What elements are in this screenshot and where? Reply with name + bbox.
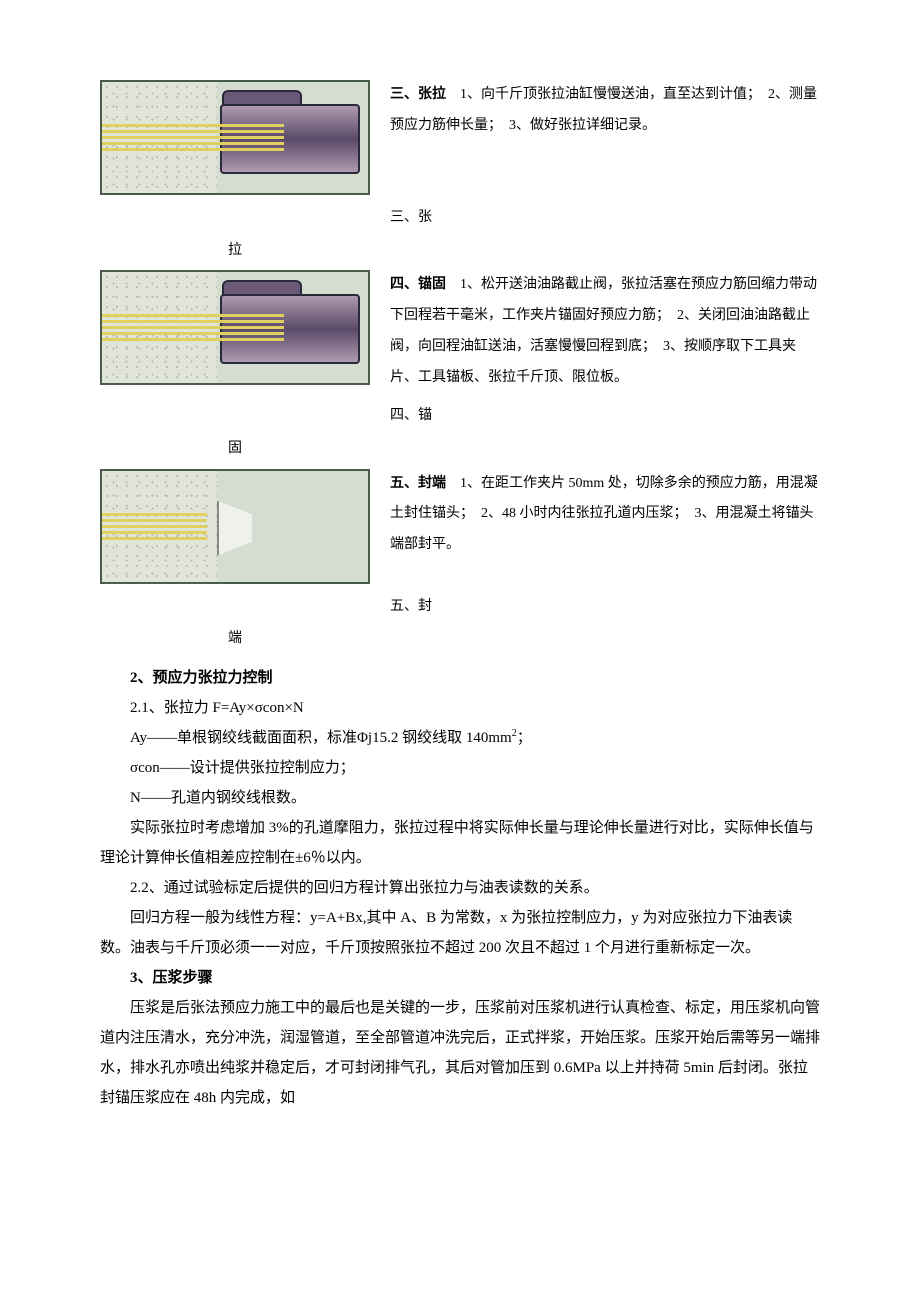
- caption-suffix: 端: [100, 626, 370, 653]
- desc-title: 四、锚固: [390, 277, 446, 292]
- figure-row-anchor: 四、锚固 1、松开送油油路截止阀，张拉活塞在预应力筋回缩力带动下回程若干毫米，工…: [100, 270, 820, 393]
- figure-row-seal: 五、封端 1、在距工作夹片 50mm 处，切除多余的预应力筋，用混凝土封住锚头；…: [100, 469, 820, 584]
- caption-row-anchor: 四、锚: [100, 403, 820, 430]
- para-calibration: 2.2、通过试验标定后提供的回归方程计算出张拉力与油表读数的关系。: [100, 873, 820, 903]
- desc-body: 1、向千斤顶张拉油缸慢慢送油，直至达到计值； 2、测量预应力筋伸长量； 3、做好…: [390, 87, 817, 133]
- heading-grouting: 3、压浆步骤: [100, 963, 820, 993]
- caption-prefix: 五、封: [390, 594, 820, 621]
- para-friction: 实际张拉时考虑增加 3%的孔道摩阻力，张拉过程中将实际伸长量与理论伸长量进行对比…: [100, 813, 820, 873]
- diagram-seal: [100, 469, 370, 584]
- desc-body: 1、松开送油油路截止阀，张拉活塞在预应力筋回缩力带动下回程若干毫米，工作夹片锚固…: [390, 277, 817, 384]
- caption-prefix: 四、锚: [390, 403, 820, 430]
- diagram-anchor: [100, 270, 370, 385]
- def-ay: Ay——单根钢绞线截面面积，标准Φj15.2 钢绞线取 140mm2；: [100, 723, 820, 753]
- caption-prefix: 三、张: [390, 205, 820, 232]
- diagram-tension: [100, 80, 370, 195]
- caption-row-tension: 三、张: [100, 205, 820, 232]
- formula-line: 2.1、张拉力 F=Ay×σcon×N: [100, 693, 820, 723]
- caption-suffix: 固: [100, 436, 370, 463]
- desc-title: 五、封端: [390, 476, 446, 491]
- body-text: 2、预应力张拉力控制 2.1、张拉力 F=Ay×σcon×N Ay——单根钢绞线…: [100, 663, 820, 1113]
- caption-row-seal: 五、封: [100, 594, 820, 621]
- heading-prestress-control: 2、预应力张拉力控制: [100, 663, 820, 693]
- para-regression: 回归方程一般为线性方程：y=A+Bx,其中 A、B 为常数，x 为张拉控制应力，…: [100, 903, 820, 963]
- desc-title: 三、张拉: [390, 87, 446, 102]
- desc-seal: 五、封端 1、在距工作夹片 50mm 处，切除多余的预应力筋，用混凝土封住锚头；…: [390, 469, 820, 561]
- desc-anchor: 四、锚固 1、松开送油油路截止阀，张拉活塞在预应力筋回缩力带动下回程若干毫米，工…: [390, 270, 820, 393]
- desc-body: 1、在距工作夹片 50mm 处，切除多余的预应力筋，用混凝土封住锚头； 2、48…: [390, 476, 818, 553]
- def-n: N——孔道内钢绞线根数。: [100, 783, 820, 813]
- desc-tension: 三、张拉 1、向千斤顶张拉油缸慢慢送油，直至达到计值； 2、测量预应力筋伸长量；…: [390, 80, 820, 142]
- para-grouting: 压浆是后张法预应力施工中的最后也是关键的一步，压浆前对压浆机进行认真检查、标定，…: [100, 993, 820, 1113]
- caption-suffix: 拉: [100, 238, 370, 265]
- def-sigma: σcon——设计提供张拉控制应力；: [100, 753, 820, 783]
- figure-row-tension: 三、张拉 1、向千斤顶张拉油缸慢慢送油，直至达到计值； 2、测量预应力筋伸长量；…: [100, 80, 820, 195]
